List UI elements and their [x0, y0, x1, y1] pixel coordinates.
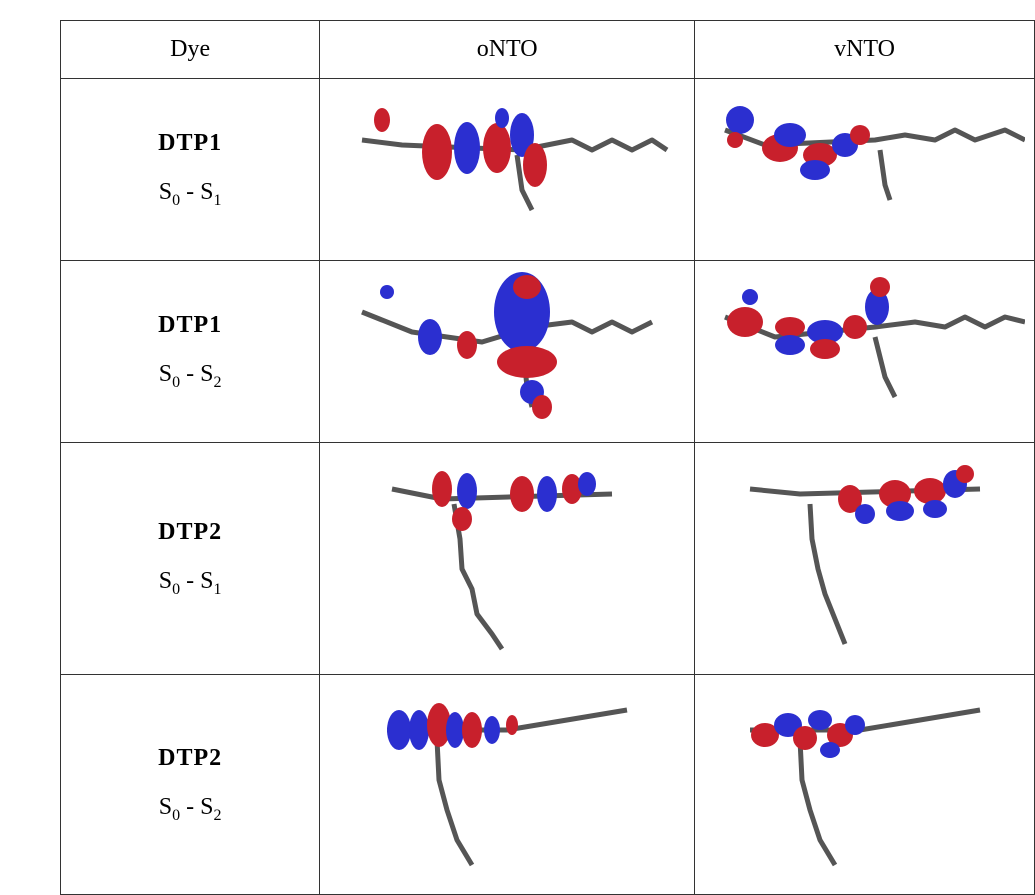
t: - S: [180, 568, 213, 594]
image-cell: [695, 79, 1035, 261]
header-row: Dye oNTO vNTO: [61, 21, 1035, 79]
image-cell: [320, 79, 695, 261]
image-cell: [320, 443, 695, 675]
dye-cell: DTP2 S0 - S1: [61, 443, 320, 675]
orbital-image: [382, 449, 632, 669]
header-cell: vNTO: [695, 21, 1035, 79]
t: S: [159, 179, 172, 205]
orbital-image: [705, 267, 1025, 437]
transition: S0 - S2: [159, 361, 222, 387]
dye-cell: DTP1 S0 - S2: [61, 261, 320, 443]
t: 0: [172, 373, 180, 390]
t: 0: [172, 191, 180, 208]
row: DTP1 S0 - S2: [61, 261, 1035, 443]
dye-name: DTP1: [61, 312, 319, 339]
t: 2: [213, 373, 221, 390]
t: - S: [180, 361, 213, 387]
dye-name: DTP2: [61, 745, 319, 772]
row: DTP1 S0 - S1: [61, 79, 1035, 261]
row: DTP2 S0 - S1: [61, 443, 1035, 675]
row: DTP2 S0 - S2: [61, 675, 1035, 895]
orbital-image: [342, 267, 672, 437]
t: - S: [180, 794, 213, 820]
orbital-image: [377, 680, 637, 890]
dye-name: DTP2: [61, 519, 319, 546]
t: S: [159, 361, 172, 387]
orbital-image: [342, 90, 672, 250]
dye-cell: DTP1 S0 - S1: [61, 79, 320, 261]
image-cell: [320, 261, 695, 443]
t: 1: [213, 580, 221, 597]
orbital-image: [740, 449, 990, 669]
dye-name: DTP1: [61, 130, 319, 157]
dye-cell: DTP2 S0 - S2: [61, 675, 320, 895]
transition: S0 - S1: [159, 568, 222, 594]
orbital-image: [705, 90, 1025, 250]
image-cell: [320, 675, 695, 895]
t: 2: [213, 806, 221, 823]
t: 1: [213, 191, 221, 208]
t: 0: [172, 580, 180, 597]
t: - S: [180, 179, 213, 205]
t: 0: [172, 806, 180, 823]
image-cell: [695, 261, 1035, 443]
orbital-image: [740, 680, 990, 890]
image-cell: [695, 675, 1035, 895]
header-cell: Dye: [61, 21, 320, 79]
image-cell: [695, 443, 1035, 675]
t: S: [159, 794, 172, 820]
transition: S0 - S1: [159, 179, 222, 205]
header-cell: oNTO: [320, 21, 695, 79]
t: S: [159, 568, 172, 594]
transition: S0 - S2: [159, 794, 222, 820]
